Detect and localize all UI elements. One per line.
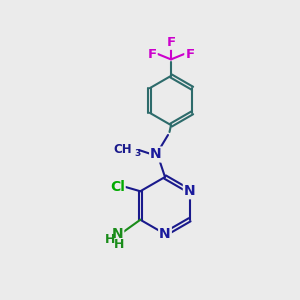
Text: F: F [185,47,194,61]
Text: N: N [112,227,124,241]
Text: H: H [114,238,124,251]
Text: CH: CH [113,142,132,156]
Text: N: N [159,227,171,241]
Text: N: N [150,148,162,161]
Text: Cl: Cl [110,180,125,194]
Text: F: F [167,36,176,49]
Text: F: F [148,47,157,61]
Text: H: H [105,233,116,246]
Text: 3: 3 [134,149,140,158]
Text: N: N [184,184,196,198]
